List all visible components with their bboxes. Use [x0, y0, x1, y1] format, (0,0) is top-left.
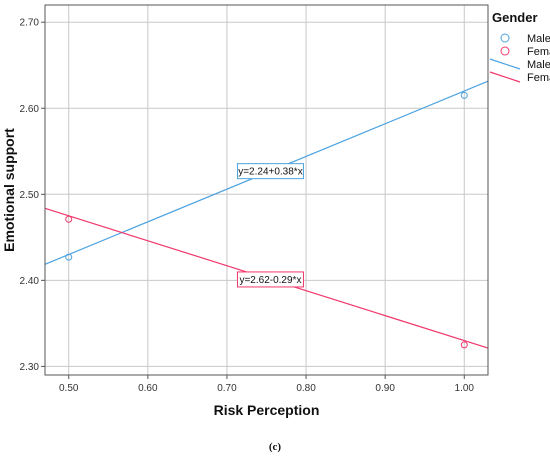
x-axis-title: Risk Perception [214, 402, 320, 418]
figure-caption: (c) [269, 441, 282, 453]
legend-marker-line [489, 71, 521, 83]
y-tick-label: 2.70 [20, 18, 40, 29]
legend-label: Male [527, 33, 550, 45]
x-tick-label: 0.60 [138, 383, 158, 394]
x-tick-label: 1.00 [455, 383, 475, 394]
equation-box-female [236, 271, 304, 288]
data-point-male [460, 91, 468, 99]
plot-frame [44, 4, 489, 376]
equation-box-male [236, 163, 304, 180]
x-tick-label: 0.70 [217, 383, 237, 394]
grid [45, 5, 488, 375]
equation-label-male: y=2.24+0.38*x [238, 167, 303, 178]
y-tick-label: 2.40 [20, 276, 40, 287]
x-tick-label: 0.90 [375, 383, 395, 394]
legend-marker-circle [500, 46, 510, 56]
equation-labels: y=2.24+0.38*x y=2.62-0.29*x [236, 163, 304, 288]
x-axis-ticks: 0.50 0.60 0.70 0.80 0.90 1.00 [59, 375, 474, 394]
data-markers [65, 91, 468, 349]
y-axis-ticks: 2.30 2.40 2.50 2.60 2.70 [20, 18, 45, 373]
y-tick-label: 2.60 [20, 104, 40, 115]
legend: Gender MaleFemaleMaleFemale [489, 10, 550, 84]
data-point-female [65, 215, 73, 223]
legend-marker-circle [500, 33, 510, 43]
legend-label: Female [527, 46, 550, 58]
fit-lines [44, 80, 489, 349]
x-tick-label: 0.50 [59, 383, 79, 394]
legend-title: Gender [492, 10, 538, 25]
legend-label: Female [527, 72, 550, 84]
legend-marker-line [489, 58, 521, 70]
data-point-female [460, 341, 468, 349]
y-tick-label: 2.30 [20, 362, 40, 373]
legend-label: Male [527, 59, 550, 71]
equation-label-female: y=2.62-0.29*x [239, 275, 301, 286]
x-tick-label: 0.80 [296, 383, 316, 394]
y-tick-label: 2.50 [20, 190, 40, 201]
y-axis-title: Emotional support [1, 128, 17, 252]
data-point-male [65, 253, 73, 261]
